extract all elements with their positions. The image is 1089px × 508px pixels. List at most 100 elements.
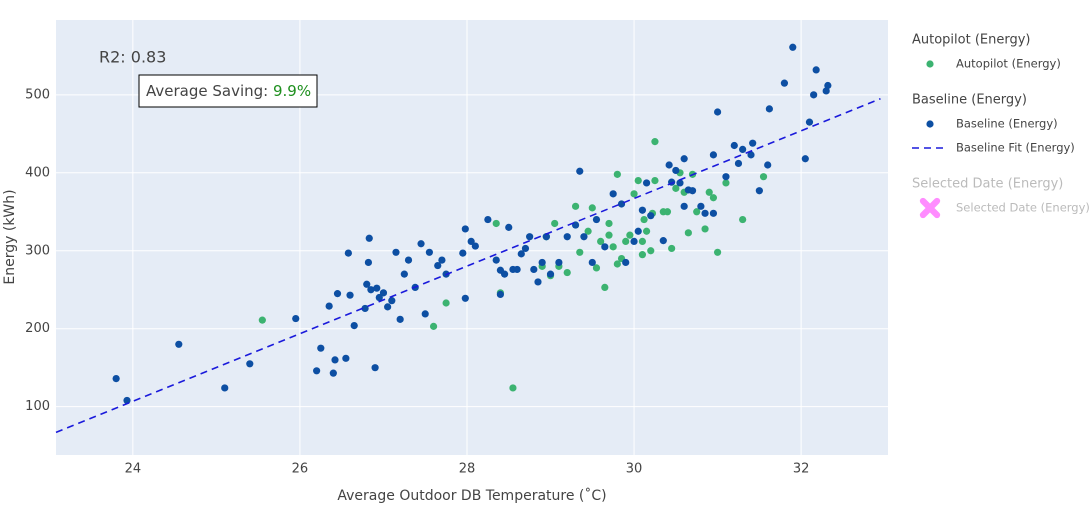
data-point [461, 225, 469, 233]
data-point [722, 173, 730, 181]
data-point [651, 138, 659, 146]
data-point [622, 237, 630, 245]
data-point [592, 264, 601, 272]
data-point [789, 43, 797, 51]
legend-item[interactable]: Selected Date (Energy) [919, 197, 1089, 219]
data-point [555, 258, 563, 267]
legend-symbol [926, 120, 934, 128]
data-point [680, 155, 688, 163]
legend-label: Baseline (Energy) [956, 117, 1058, 131]
legend-label: Selected Date (Energy) [956, 201, 1089, 215]
data-point [709, 209, 718, 217]
data-point [722, 179, 730, 187]
data-point [634, 176, 642, 185]
data-point [601, 283, 609, 291]
data-point [546, 270, 555, 278]
data-point [492, 219, 500, 228]
x-tick-label: 30 [626, 462, 643, 477]
saving-label: Average Saving: [146, 82, 268, 100]
x-tick-label: 28 [459, 462, 476, 477]
y-tick-label: 200 [25, 321, 50, 336]
data-point [651, 176, 659, 185]
data-point [434, 261, 442, 270]
data-point [747, 151, 755, 159]
data-point [513, 265, 521, 274]
legend-item[interactable]: Baseline (Energy) [926, 117, 1058, 131]
data-point [709, 151, 718, 159]
data-point [576, 248, 584, 256]
data-point [471, 242, 479, 250]
legend-group-title: Autopilot (Energy) [912, 33, 1031, 48]
legend-item[interactable]: Autopilot (Energy) [926, 57, 1061, 71]
data-point [333, 290, 342, 298]
data-point [371, 364, 379, 372]
data-point [647, 247, 655, 255]
data-point [659, 237, 667, 245]
legend-group-title: Baseline (Energy) [912, 93, 1027, 108]
data-point [584, 227, 592, 235]
data-point [361, 304, 369, 313]
data-point [701, 209, 709, 217]
data-point [613, 170, 621, 178]
data-point [313, 367, 321, 375]
legend-item[interactable]: Baseline Fit (Energy) [912, 141, 1075, 155]
y-tick-label: 100 [25, 399, 50, 414]
data-point [364, 258, 373, 267]
data-point [801, 155, 809, 163]
data-point [713, 108, 722, 116]
data-point [759, 173, 768, 181]
data-point [246, 360, 254, 368]
data-point [588, 258, 596, 267]
data-point [542, 233, 550, 241]
data-point [342, 354, 350, 362]
legend-symbol [926, 60, 934, 68]
data-point [484, 215, 492, 224]
legend: Autopilot (Energy) Autopilot (Energy) Base… [912, 33, 1089, 219]
data-point [647, 212, 655, 220]
data-point [331, 356, 339, 364]
data-point [538, 258, 546, 267]
data-point [392, 248, 400, 256]
legend-group-title: Selected Date (Energy) [912, 177, 1063, 192]
data-point [676, 179, 684, 187]
data-point [461, 294, 469, 302]
data-point [709, 194, 718, 202]
data-point [467, 237, 475, 245]
data-point [346, 291, 354, 299]
data-point [622, 258, 630, 267]
data-point [292, 314, 300, 323]
data-point [705, 188, 713, 196]
data-point [626, 231, 634, 239]
data-point [325, 302, 333, 310]
data-point [576, 167, 584, 175]
data-point [665, 161, 673, 169]
data-point [375, 293, 383, 302]
data-point [634, 227, 642, 235]
data-point [175, 340, 183, 348]
data-point [258, 316, 266, 324]
saving-value: 9.9% [273, 82, 311, 100]
data-point [713, 248, 722, 256]
legend-symbol [919, 197, 941, 219]
data-point [496, 290, 505, 299]
data-point [638, 237, 647, 245]
data-point [640, 215, 648, 224]
marks [55, 43, 881, 434]
data-point [571, 202, 580, 210]
data-point [505, 223, 513, 231]
data-point [642, 227, 651, 235]
data-point [739, 215, 747, 224]
data-point [730, 141, 738, 150]
data-point [672, 184, 680, 192]
x-axis-title: Average Outdoor DB Temperature (˚C) [337, 487, 606, 504]
data-point [373, 284, 381, 292]
data-point [563, 268, 571, 277]
data-point [749, 139, 757, 147]
data-point [601, 243, 609, 251]
data-point [344, 249, 352, 257]
data-point [459, 249, 467, 257]
x-tick-label: 32 [793, 462, 810, 477]
data-point [765, 105, 773, 113]
